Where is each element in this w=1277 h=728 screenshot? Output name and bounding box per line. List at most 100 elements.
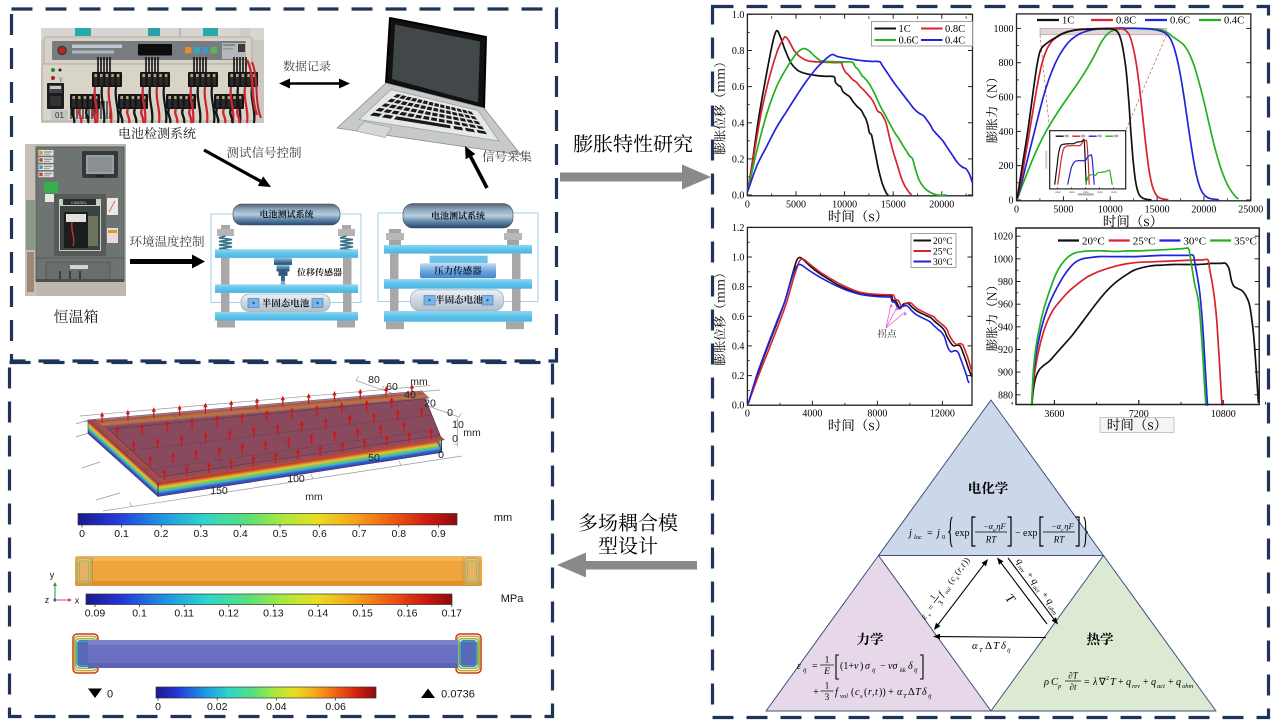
svg-text:−α: −α — [983, 521, 994, 531]
svg-text:0: 0 — [452, 433, 458, 445]
svg-text:25°C: 25°C — [933, 247, 953, 258]
svg-text:0.1: 0.1 — [132, 608, 147, 620]
svg-text:30°C: 30°C — [1183, 236, 1206, 248]
svg-text:p: p — [1057, 683, 1062, 690]
svg-text:900: 900 — [998, 368, 1013, 379]
svg-text:940: 940 — [998, 322, 1013, 333]
svg-text:1.0: 1.0 — [732, 10, 745, 21]
svg-text:0.3: 0.3 — [193, 528, 208, 540]
svg-text:0.09: 0.09 — [85, 608, 106, 620]
svg-text:880: 880 — [998, 390, 1013, 401]
svg-text:0.0: 0.0 — [732, 191, 745, 202]
svg-text:−: − — [880, 661, 886, 672]
svg-text:act: act — [1031, 585, 1040, 595]
svg-text:5000: 5000 — [786, 199, 806, 210]
svg-text:ohm: ohm — [1182, 683, 1194, 690]
svg-text:T: T — [993, 640, 1000, 652]
svg-text:15000: 15000 — [881, 199, 906, 210]
svg-text:0.6C: 0.6C — [899, 36, 919, 47]
svg-text:ij: ij — [803, 667, 807, 674]
svg-text:act: act — [1157, 683, 1165, 690]
svg-text:0.12: 0.12 — [219, 608, 240, 620]
svg-text:ohm: ohm — [1046, 605, 1057, 617]
svg-text:25000: 25000 — [1238, 204, 1263, 215]
svg-text:0.7: 0.7 — [352, 528, 367, 540]
svg-text:100: 100 — [287, 473, 305, 485]
svg-text:exp: exp — [1023, 528, 1037, 539]
svg-text:s: s — [955, 575, 962, 581]
svg-text:0.2: 0.2 — [732, 371, 745, 382]
svg-text:=: = — [1084, 677, 1090, 688]
svg-text:(: ( — [952, 568, 962, 576]
svg-text:0.1: 0.1 — [114, 528, 129, 540]
svg-text:2: 2 — [1106, 676, 1109, 682]
svg-text:1.0: 1.0 — [732, 253, 745, 264]
svg-text:λ: λ — [1092, 677, 1098, 688]
svg-text:0.13: 0.13 — [263, 608, 284, 620]
svg-text:CANSEL: CANSEL — [71, 200, 88, 205]
svg-text:25°C: 25°C — [1133, 236, 1156, 248]
svg-text:0.5: 0.5 — [273, 528, 288, 540]
svg-text:Δ: Δ — [908, 687, 915, 698]
svg-text:35°C: 35°C — [1234, 236, 1257, 248]
svg-text:0.0: 0.0 — [732, 401, 745, 412]
svg-text:0: 0 — [447, 407, 453, 419]
svg-text:0.8C: 0.8C — [945, 24, 965, 35]
svg-text:=: = — [812, 661, 818, 672]
svg-text:0.4C: 0.4C — [1224, 16, 1244, 27]
svg-text:α: α — [972, 641, 978, 652]
svg-text:rev: rev — [1132, 683, 1140, 690]
svg-text:1C: 1C — [1062, 16, 1074, 27]
svg-text:)): )) — [960, 555, 972, 566]
svg-text:+: + — [888, 687, 894, 698]
svg-text:400: 400 — [999, 127, 1014, 138]
svg-text:0: 0 — [155, 701, 161, 713]
svg-text:10800: 10800 — [1211, 409, 1236, 420]
svg-text:)): )) — [879, 687, 886, 698]
svg-text:0: 0 — [1014, 204, 1019, 215]
svg-text:q: q — [1126, 677, 1131, 688]
svg-text:α: α — [897, 687, 903, 698]
svg-text:RT: RT — [985, 535, 997, 545]
svg-text:0.15: 0.15 — [352, 608, 373, 620]
svg-text:0.04: 0.04 — [266, 701, 287, 713]
svg-text:3: 3 — [825, 692, 830, 702]
svg-text:0.0736: 0.0736 — [441, 689, 475, 701]
svg-text:0.8: 0.8 — [732, 46, 745, 57]
svg-text:10000: 10000 — [1098, 204, 1123, 215]
svg-text:δ: δ — [922, 687, 927, 698]
svg-text:1: 1 — [825, 681, 830, 691]
svg-text:920: 920 — [998, 345, 1013, 356]
svg-text:0.4: 0.4 — [233, 528, 248, 540]
svg-text:800: 800 — [999, 58, 1014, 69]
svg-text:f: f — [835, 687, 840, 698]
svg-text:∂T: ∂T — [1068, 671, 1078, 681]
svg-text:4000: 4000 — [802, 409, 822, 420]
svg-text:0.11: 0.11 — [174, 608, 194, 620]
svg-text:0.6: 0.6 — [732, 312, 745, 323]
svg-text:1000: 1000 — [993, 254, 1013, 265]
svg-text:q: q — [1044, 596, 1056, 607]
svg-text:mm: mm — [410, 376, 428, 388]
svg-text:0.4: 0.4 — [732, 118, 745, 129]
svg-text:−: − — [1015, 528, 1021, 539]
svg-text:νσ: νσ — [888, 661, 898, 672]
svg-text:30°C: 30°C — [933, 257, 953, 268]
svg-text:(: ( — [864, 687, 868, 698]
svg-text:1020: 1020 — [993, 232, 1013, 243]
svg-text:200: 200 — [999, 161, 1014, 172]
svg-text:T: T — [903, 693, 907, 700]
svg-text:40: 40 — [404, 389, 416, 401]
svg-text:1000: 1000 — [994, 24, 1014, 35]
svg-text:0: 0 — [745, 199, 750, 210]
svg-text:ij: ij — [872, 667, 876, 674]
svg-text:+: + — [1168, 677, 1174, 688]
svg-text:MPa: MPa — [501, 593, 525, 605]
svg-text:mm: mm — [494, 512, 512, 524]
svg-text:0: 0 — [107, 689, 113, 701]
svg-text:3: 3 — [936, 598, 946, 607]
svg-text:5000: 5000 — [1053, 204, 1073, 215]
svg-text:+: + — [1039, 590, 1050, 600]
svg-text:0.9: 0.9 — [431, 528, 446, 540]
svg-text:δ: δ — [1001, 641, 1007, 652]
